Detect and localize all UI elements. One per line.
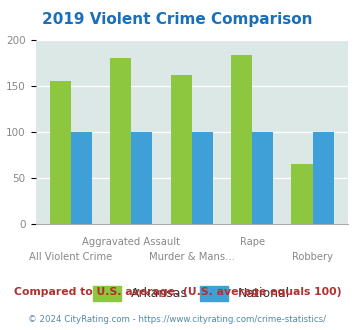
Bar <box>291 164 312 224</box>
Text: All Violent Crime: All Violent Crime <box>29 252 113 262</box>
Bar <box>252 132 273 224</box>
Text: Rape: Rape <box>240 237 265 248</box>
Bar <box>131 132 152 224</box>
Text: Murder & Mans...: Murder & Mans... <box>149 252 235 262</box>
Text: Compared to U.S. average. (U.S. average equals 100): Compared to U.S. average. (U.S. average … <box>14 287 341 297</box>
Bar <box>312 132 334 224</box>
Text: Robbery: Robbery <box>292 252 333 262</box>
Bar <box>192 132 213 224</box>
Bar <box>231 55 252 224</box>
Bar <box>170 75 192 224</box>
Legend: Arkansas, National: Arkansas, National <box>93 286 290 301</box>
Bar <box>71 132 92 224</box>
Text: Aggravated Assault: Aggravated Assault <box>82 237 180 248</box>
Bar <box>110 58 131 224</box>
Text: 2019 Violent Crime Comparison: 2019 Violent Crime Comparison <box>42 12 313 26</box>
Text: © 2024 CityRating.com - https://www.cityrating.com/crime-statistics/: © 2024 CityRating.com - https://www.city… <box>28 315 327 324</box>
Bar <box>50 81 71 224</box>
